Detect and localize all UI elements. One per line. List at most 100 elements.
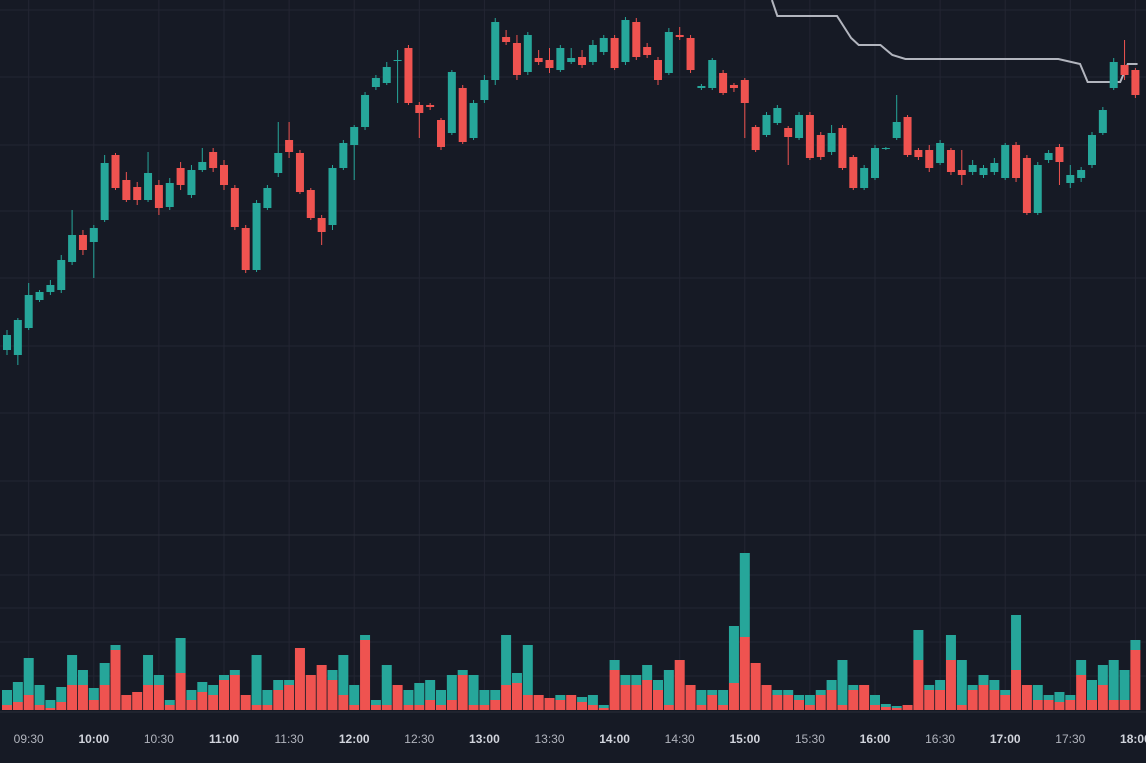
volume-bar <box>837 660 848 705</box>
volume-bar <box>728 626 739 683</box>
volume-bar <box>815 695 826 710</box>
volume-bar <box>685 685 696 710</box>
volume-bar <box>360 640 371 710</box>
candle-body <box>1120 65 1129 75</box>
volume-bar <box>414 683 425 705</box>
volume-bar <box>1108 700 1119 710</box>
candle-body <box>209 152 218 168</box>
candle-body <box>610 38 619 68</box>
volume-bar <box>1021 685 1032 710</box>
candle-body <box>1012 145 1021 178</box>
volume-bar <box>436 705 446 710</box>
candle-body <box>328 168 337 225</box>
volume-bar <box>457 670 468 675</box>
volume-bar <box>783 695 794 710</box>
candle-body <box>469 103 478 138</box>
volume-bar <box>577 702 588 710</box>
candle-body <box>458 88 467 142</box>
volume-bar <box>77 670 88 685</box>
volume-bar <box>327 680 338 710</box>
volume-bar <box>99 685 110 710</box>
candle-body <box>957 170 966 175</box>
volume-bar <box>989 690 1000 710</box>
price-grid <box>0 0 1146 710</box>
volume-bar <box>1119 670 1130 700</box>
volume-bar <box>609 670 620 710</box>
candle-body <box>220 165 228 185</box>
candle-body <box>740 80 749 103</box>
candle-body <box>762 115 771 135</box>
x-tick-label: 13:30 <box>534 732 564 746</box>
volume-bar <box>262 690 273 705</box>
candle-body <box>1088 135 1096 165</box>
volume-bar <box>837 705 848 710</box>
volume-bar <box>1119 700 1130 710</box>
candle-body <box>881 148 890 149</box>
candle-body <box>621 20 630 62</box>
candle-body <box>773 108 782 123</box>
candle-body <box>491 22 500 80</box>
volume-bar <box>1108 660 1119 700</box>
volume-bar <box>653 680 663 690</box>
candle-body <box>968 165 977 172</box>
candle-body <box>556 48 565 70</box>
volume-bar <box>164 705 175 710</box>
volume-bar <box>761 685 772 710</box>
volume-bar <box>555 700 566 710</box>
volume-bar <box>902 705 913 710</box>
candle-body <box>295 153 304 192</box>
candle-body <box>512 43 521 75</box>
volume-bar <box>577 697 588 702</box>
volume-bar <box>251 705 262 710</box>
candle-body <box>838 128 847 168</box>
candle-body <box>729 85 738 88</box>
volume-bar <box>240 695 251 710</box>
volume-bar <box>945 660 956 710</box>
volume-bar <box>490 690 501 700</box>
volume-bar <box>403 690 414 705</box>
volume-bar <box>956 705 967 710</box>
volume-bar <box>967 685 978 690</box>
candle-body <box>990 163 999 172</box>
candle-body <box>860 168 869 188</box>
volume-bar <box>1000 690 1011 695</box>
x-tick-label: 13:00 <box>469 732 500 746</box>
x-tick-label: 14:00 <box>599 732 630 746</box>
candle-body <box>1109 62 1118 88</box>
volume-bar <box>739 553 750 637</box>
candle-body <box>1033 165 1042 213</box>
volume-bar <box>913 630 924 660</box>
candle-body <box>643 47 652 55</box>
candle-body <box>317 218 326 232</box>
volume-bar <box>34 685 45 705</box>
volume-bar <box>436 690 446 705</box>
volume-bar <box>197 682 208 692</box>
candle-body <box>187 170 196 195</box>
candle-body <box>3 335 11 350</box>
candle-body <box>111 155 120 188</box>
candle-body <box>176 168 185 185</box>
volume-bar <box>891 706 902 708</box>
volume-bar <box>251 655 262 705</box>
candle-body <box>914 150 923 157</box>
volume-bar <box>848 685 859 690</box>
volume-bar <box>1043 695 1054 700</box>
volume-bar <box>1097 685 1108 710</box>
volume-bar <box>294 648 305 710</box>
candle-body <box>795 115 804 138</box>
volume-bar <box>425 700 436 710</box>
volume-bar <box>186 700 197 710</box>
volume-bar <box>56 702 67 710</box>
volume-bar <box>642 665 653 680</box>
candle-body <box>285 140 294 152</box>
candle-body <box>252 203 261 270</box>
volume-bar <box>804 705 815 710</box>
volume-bar <box>1043 700 1054 710</box>
volume-bar <box>794 700 805 710</box>
volume-bar <box>132 692 143 710</box>
candle-body <box>100 163 109 220</box>
candle-body <box>263 188 272 208</box>
x-tick-label: 12:30 <box>404 732 434 746</box>
volume-bar <box>175 673 186 710</box>
